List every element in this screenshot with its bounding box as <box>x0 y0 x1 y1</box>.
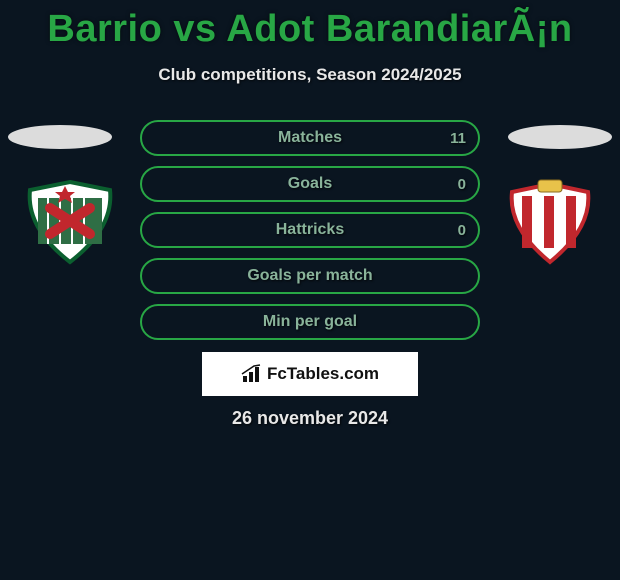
stat-row-min-per-goal: Min per goal <box>140 304 480 340</box>
stat-label: Goals <box>288 175 332 193</box>
page-title: Barrio vs Adot BarandiarÃ¡n <box>0 0 620 51</box>
brand-box: FcTables.com <box>202 352 418 396</box>
subtitle: Club competitions, Season 2024/2025 <box>0 65 620 85</box>
stat-row-goals: Goals 0 <box>140 166 480 202</box>
stat-label: Matches <box>278 129 342 147</box>
player-silhouette-left <box>8 125 112 149</box>
stat-right-value: 11 <box>450 130 466 147</box>
club-crest-left <box>20 178 120 266</box>
club-crest-left-icon <box>20 178 120 266</box>
stat-label: Min per goal <box>263 313 357 331</box>
stats-list: Matches 11 Goals 0 Hattricks 0 Goals per… <box>140 120 480 350</box>
brand-text: FcTables.com <box>267 364 379 384</box>
stat-row-goals-per-match: Goals per match <box>140 258 480 294</box>
stat-right-value: 0 <box>458 222 466 239</box>
date: 26 november 2024 <box>0 408 620 429</box>
stat-label: Goals per match <box>247 267 372 285</box>
bar-chart-icon <box>241 364 263 384</box>
stat-row-matches: Matches 11 <box>140 120 480 156</box>
club-crest-right-icon <box>500 178 600 266</box>
player-silhouette-right <box>508 125 612 149</box>
stat-right-value: 0 <box>458 176 466 193</box>
stat-label: Hattricks <box>276 221 344 239</box>
stat-row-hattricks: Hattricks 0 <box>140 212 480 248</box>
club-crest-right <box>500 178 600 266</box>
